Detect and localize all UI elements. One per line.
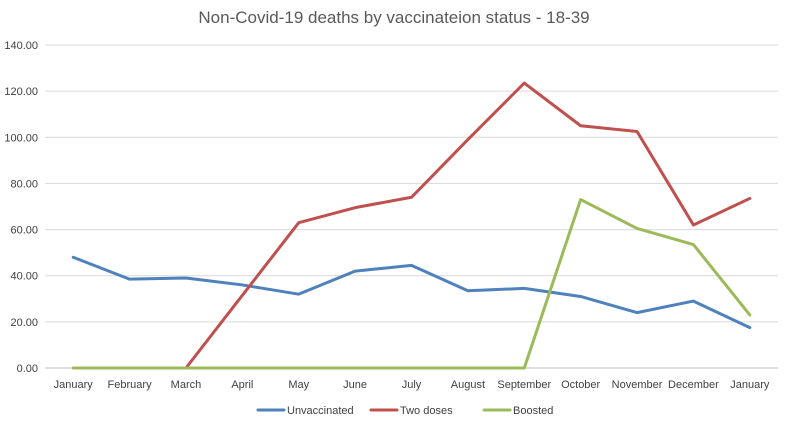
x-tick-label: November (612, 379, 663, 391)
legend-label-unvaccinated: Unvaccinated (287, 405, 354, 417)
series-line-boosted (71, 198, 752, 370)
legend: Unvaccinated Two doses Boosted (256, 405, 553, 417)
x-tick-label: January (730, 379, 770, 391)
series-layer (71, 81, 752, 370)
x-tick-label: May (288, 379, 309, 391)
y-tick-label: 140.00 (4, 40, 38, 52)
x-tick-label: August (451, 379, 485, 391)
y-tick-label: 0.00 (17, 363, 38, 375)
x-tick-label: July (402, 379, 422, 391)
x-tick-label: March (171, 379, 202, 391)
y-axis: 0.00 20.00 40.00 60.00 80.00 100.00 120.00 140.… (4, 40, 38, 375)
legend-label-two-doses: Two doses (400, 405, 453, 417)
series-line-unvaccinated (71, 255, 752, 330)
chart-title: Non-Covid-19 deaths by vaccinateion stat… (198, 8, 590, 27)
series-line-two-doses (184, 81, 752, 370)
x-tick-label: January (54, 379, 94, 391)
x-tick-label: September (497, 379, 551, 391)
x-axis: January February March April May June July Augu… (54, 379, 770, 391)
y-tick-label: 100.00 (4, 132, 38, 144)
x-tick-label: June (343, 379, 367, 391)
y-tick-label: 60.00 (10, 225, 38, 237)
y-tick-label: 40.00 (10, 271, 38, 283)
x-tick-label: December (668, 379, 719, 391)
x-tick-label: April (231, 379, 253, 391)
y-tick-label: 80.00 (10, 178, 38, 190)
y-tick-label: 20.00 (10, 317, 38, 329)
grid-layer (45, 44, 778, 369)
x-tick-label: October (561, 379, 600, 391)
x-tick-label: February (108, 379, 153, 391)
legend-label-boosted: Boosted (513, 405, 553, 417)
y-tick-label: 120.00 (4, 86, 38, 98)
